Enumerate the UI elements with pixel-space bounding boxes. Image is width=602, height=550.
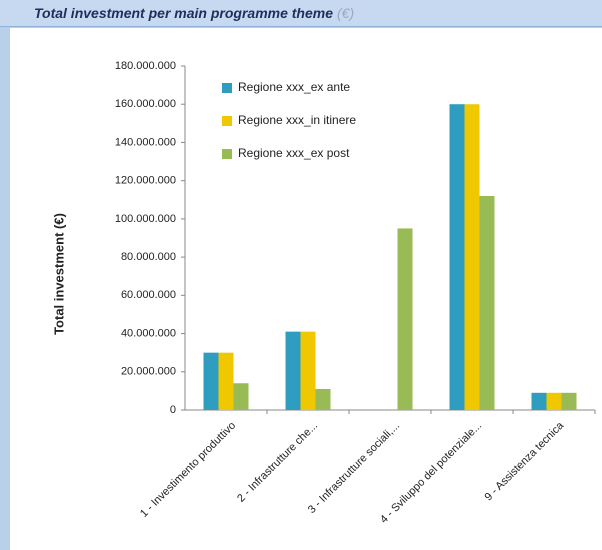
y-tick-label: 180.000.000 [115, 60, 176, 72]
bar [218, 352, 234, 410]
y-tick-label: 20.000.000 [121, 366, 176, 378]
bar [561, 392, 577, 410]
x-tick-label: 1 - Investimento produttivo [138, 420, 238, 520]
x-tick-label: 2 - Infrastrutture che... [235, 420, 320, 505]
y-tick-label: 100.000.000 [115, 213, 176, 225]
bar [479, 195, 495, 410]
y-tick-label: 140.000.000 [115, 136, 176, 148]
legend-label: Regione xxx_in itinere [238, 113, 356, 127]
bar [233, 383, 249, 410]
bar [464, 104, 480, 410]
bar [300, 331, 316, 410]
y-axis-label: Total investment (€) [51, 213, 66, 335]
bar [397, 228, 413, 410]
y-tick-label: 0 [170, 404, 176, 416]
legend-label: Regione xxx_ex ante [238, 80, 350, 94]
legend-label: Regione xxx_ex post [238, 146, 350, 160]
bar [203, 352, 219, 410]
bar [449, 104, 465, 410]
header-title: Total investment per main programme them… [34, 5, 333, 21]
legend-swatch [222, 116, 232, 126]
bar [546, 392, 562, 410]
bar [285, 331, 301, 410]
legend-swatch [222, 149, 232, 159]
y-tick-label: 160.000.000 [115, 98, 176, 110]
chart: Total investment (€) 0 20.000.000 40.000.0… [10, 28, 602, 550]
y-tick-label: 60.000.000 [121, 289, 176, 301]
header-unit: (€) [337, 5, 355, 21]
header: Total investment per main programme them… [0, 0, 602, 27]
bar [531, 392, 547, 410]
bar [315, 388, 331, 410]
y-tick-label: 120.000.000 [115, 175, 176, 187]
x-tick-label: 9 - Assistenza tecnica [482, 419, 566, 503]
y-tick-label: 40.000.000 [121, 327, 176, 339]
x-tick-label: 3 - Infrastrutture sociali,... [306, 420, 402, 516]
y-tick-label: 80.000.000 [121, 251, 176, 263]
legend-swatch [222, 83, 232, 93]
